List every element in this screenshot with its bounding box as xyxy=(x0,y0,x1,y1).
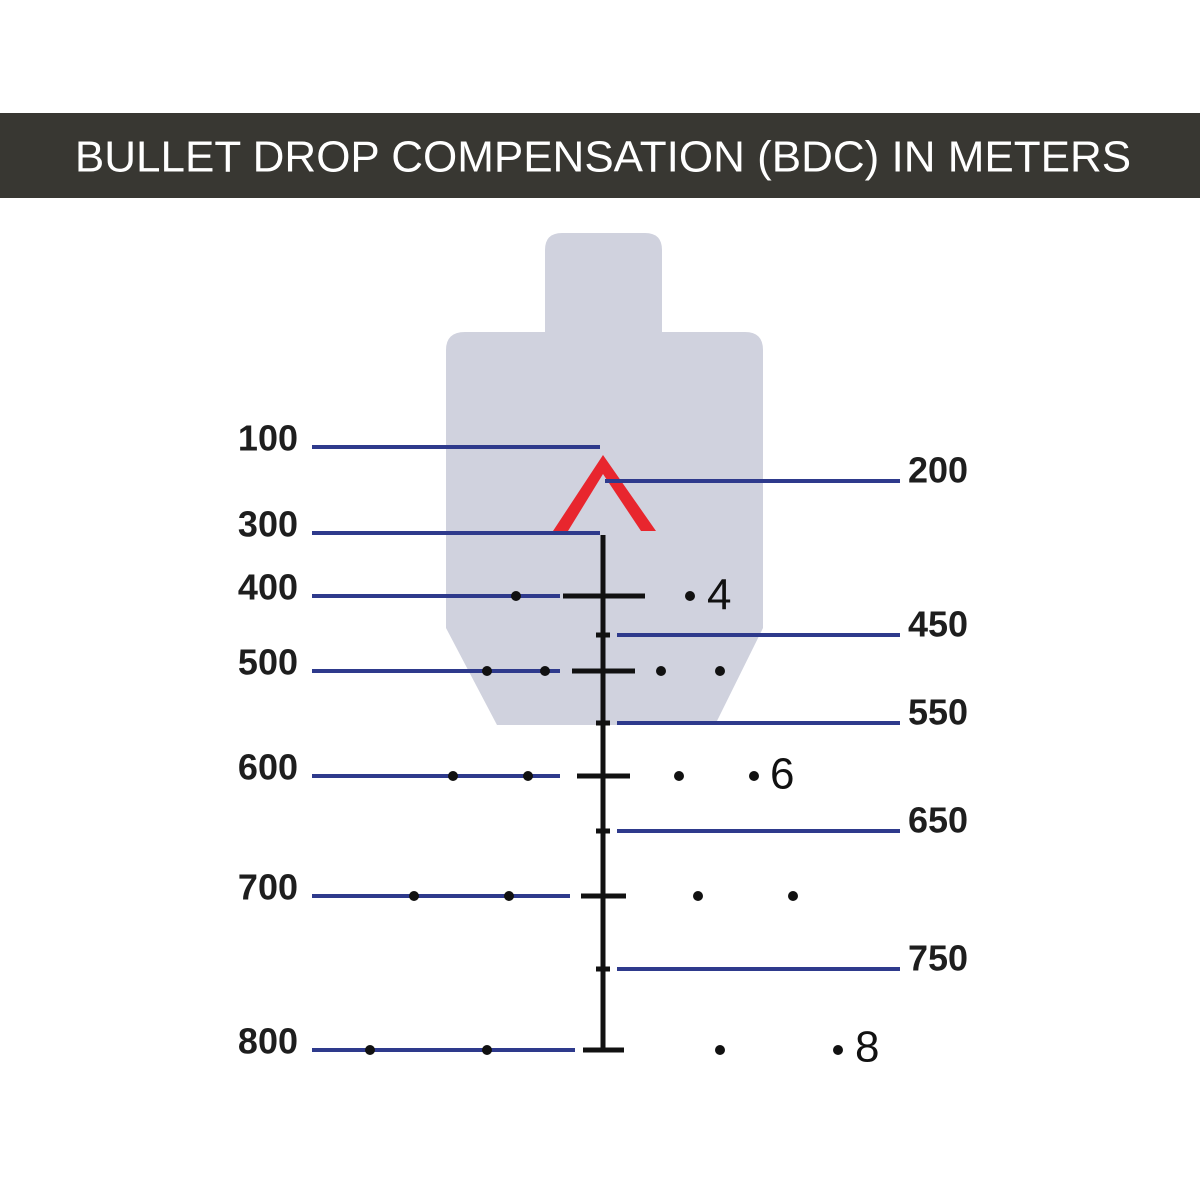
wind-dot xyxy=(715,666,725,676)
target-silhouette xyxy=(446,233,763,725)
range-label: 100 xyxy=(238,418,298,459)
header-bar xyxy=(0,113,1200,198)
wind-dot xyxy=(749,771,759,781)
wind-dot xyxy=(365,1045,375,1055)
range-label: 750 xyxy=(908,938,968,979)
range-label: 450 xyxy=(908,604,968,645)
reticle-number: 6 xyxy=(770,750,794,799)
range-label: 400 xyxy=(238,567,298,608)
wind-dot xyxy=(674,771,684,781)
wind-dot xyxy=(685,591,695,601)
wind-dot xyxy=(511,591,521,601)
reticle-number: 8 xyxy=(855,1023,879,1072)
range-label: 700 xyxy=(238,867,298,908)
wind-dot xyxy=(540,666,550,676)
chevron xyxy=(553,455,656,531)
wind-dot xyxy=(482,1045,492,1055)
range-label: 550 xyxy=(908,692,968,733)
wind-dot xyxy=(523,771,533,781)
wind-dot xyxy=(504,891,514,901)
wind-dot xyxy=(448,771,458,781)
wind-dot xyxy=(693,891,703,901)
range-label: 300 xyxy=(238,504,298,545)
range-label: 600 xyxy=(238,747,298,788)
wind-dot xyxy=(788,891,798,901)
wind-dot xyxy=(715,1045,725,1055)
wind-dot xyxy=(482,666,492,676)
header-title: BULLET DROP COMPENSATION (BDC) IN METERS xyxy=(75,133,1131,182)
wind-dot xyxy=(833,1045,843,1055)
range-label: 800 xyxy=(238,1021,298,1062)
range-label: 200 xyxy=(908,450,968,491)
range-label: 500 xyxy=(238,642,298,683)
reticle-number: 4 xyxy=(707,571,731,620)
range-label: 650 xyxy=(908,800,968,841)
wind-dot xyxy=(656,666,666,676)
wind-dot xyxy=(409,891,419,901)
